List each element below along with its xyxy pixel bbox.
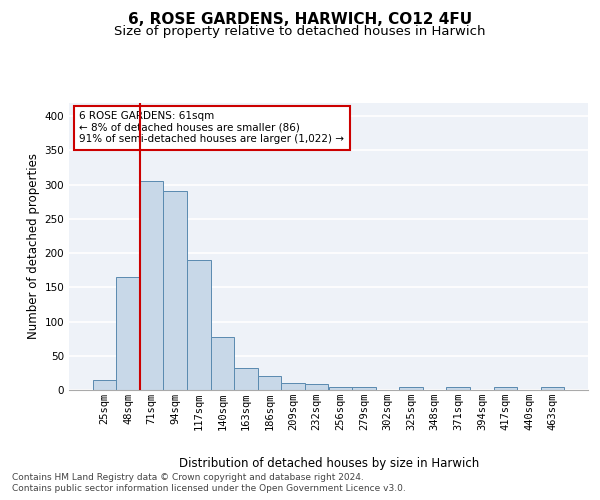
Bar: [163, 192, 187, 390]
Bar: [446, 386, 470, 390]
Y-axis label: Number of detached properties: Number of detached properties: [27, 153, 40, 340]
Text: Contains public sector information licensed under the Open Government Licence v3: Contains public sector information licen…: [12, 484, 406, 493]
Text: 6, ROSE GARDENS, HARWICH, CO12 4FU: 6, ROSE GARDENS, HARWICH, CO12 4FU: [128, 12, 472, 28]
Bar: [541, 388, 565, 390]
Bar: [352, 386, 376, 390]
Bar: [234, 368, 258, 390]
Bar: [211, 338, 234, 390]
Bar: [399, 386, 423, 390]
Bar: [305, 384, 329, 390]
Text: 6 ROSE GARDENS: 61sqm
← 8% of detached houses are smaller (86)
91% of semi-detac: 6 ROSE GARDENS: 61sqm ← 8% of detached h…: [79, 111, 344, 144]
Bar: [140, 181, 163, 390]
Bar: [494, 388, 517, 390]
Text: Contains HM Land Registry data © Crown copyright and database right 2024.: Contains HM Land Registry data © Crown c…: [12, 472, 364, 482]
Bar: [116, 277, 140, 390]
Text: Distribution of detached houses by size in Harwich: Distribution of detached houses by size …: [179, 458, 479, 470]
Bar: [281, 383, 305, 390]
Bar: [258, 376, 281, 390]
Text: Size of property relative to detached houses in Harwich: Size of property relative to detached ho…: [114, 25, 486, 38]
Bar: [92, 380, 116, 390]
Bar: [329, 386, 352, 390]
Bar: [187, 260, 211, 390]
